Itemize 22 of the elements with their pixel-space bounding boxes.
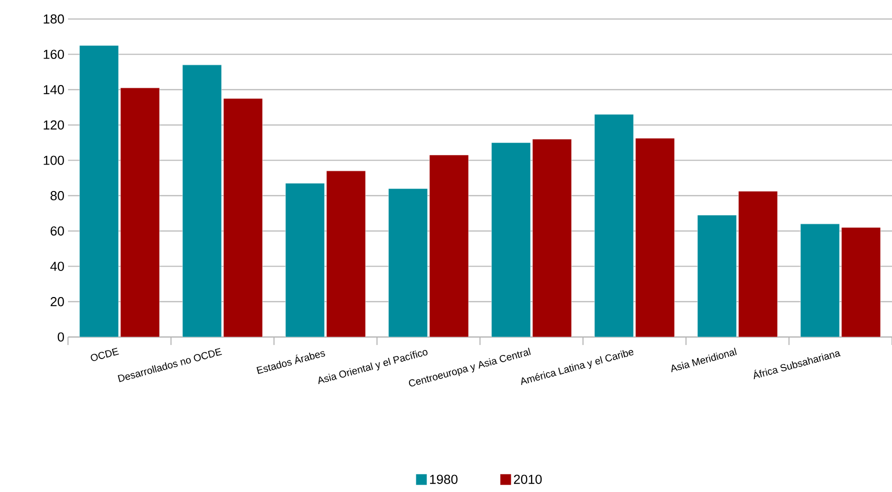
y-tick-label: 0 <box>58 332 64 342</box>
legend-label: 2010 <box>514 474 542 484</box>
bar <box>223 98 263 337</box>
bar <box>635 138 675 337</box>
y-tick-label: 20 <box>50 297 64 306</box>
y-tick-label: 180 <box>44 14 64 24</box>
y-tick-label: 120 <box>44 120 64 130</box>
x-tick-label: OCDE <box>90 348 119 361</box>
y-tick-label: 40 <box>50 262 64 271</box>
bar <box>841 227 881 337</box>
y-tick-label: 80 <box>50 191 64 200</box>
bar <box>326 170 366 337</box>
x-tick-label: Estados Árabes <box>256 351 326 374</box>
y-tick-label: 60 <box>50 226 64 236</box>
y-tick-label: 160 <box>44 50 64 59</box>
bar <box>429 154 469 337</box>
legend-label: 1980 <box>430 474 458 484</box>
bar <box>738 191 778 337</box>
y-tick-label: 140 <box>44 85 64 94</box>
bar <box>532 138 572 337</box>
bar <box>120 88 160 337</box>
y-tick-label: 100 <box>44 156 64 165</box>
